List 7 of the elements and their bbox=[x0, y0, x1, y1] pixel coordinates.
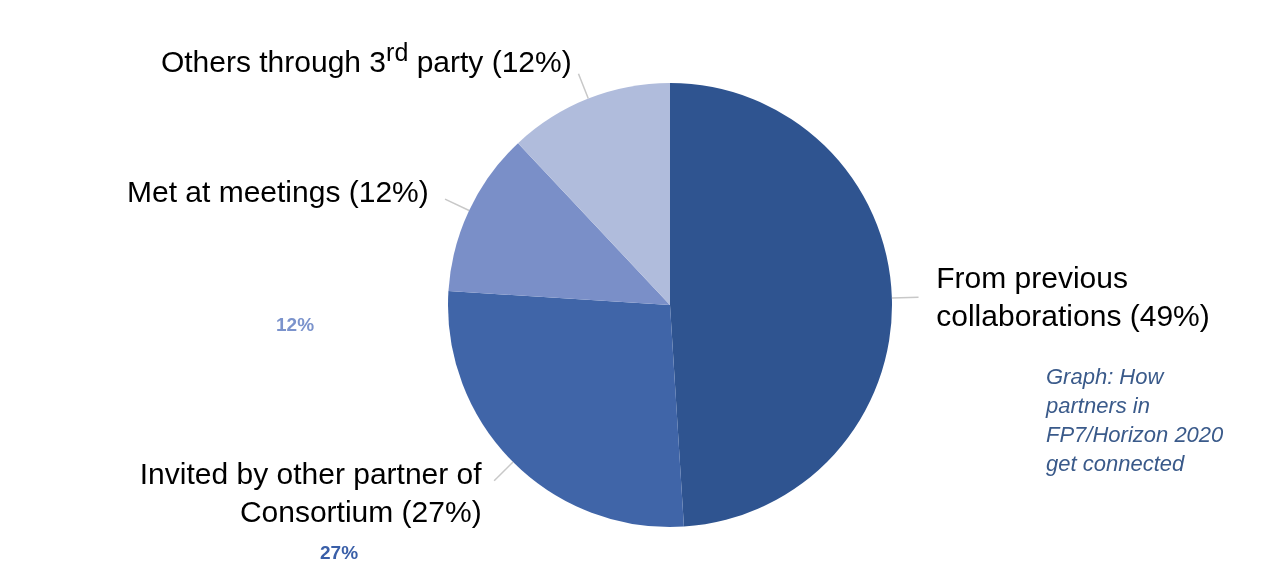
slice-label: Met at meetings (12%) bbox=[126, 173, 429, 210]
text: Graph: How partners in FP7/Horizon 2020 get connected bbox=[1046, 363, 1225, 478]
text: 12% bbox=[276, 314, 315, 336]
slice-label: From previous collaborations (49%) bbox=[936, 259, 1211, 334]
slice-label: Others through 3$^{rd}$ party (12%) bbox=[160, 37, 572, 81]
slice-label: Invited by other partner of Consortium (27%) bbox=[138, 456, 482, 531]
text: 27% bbox=[320, 542, 359, 564]
